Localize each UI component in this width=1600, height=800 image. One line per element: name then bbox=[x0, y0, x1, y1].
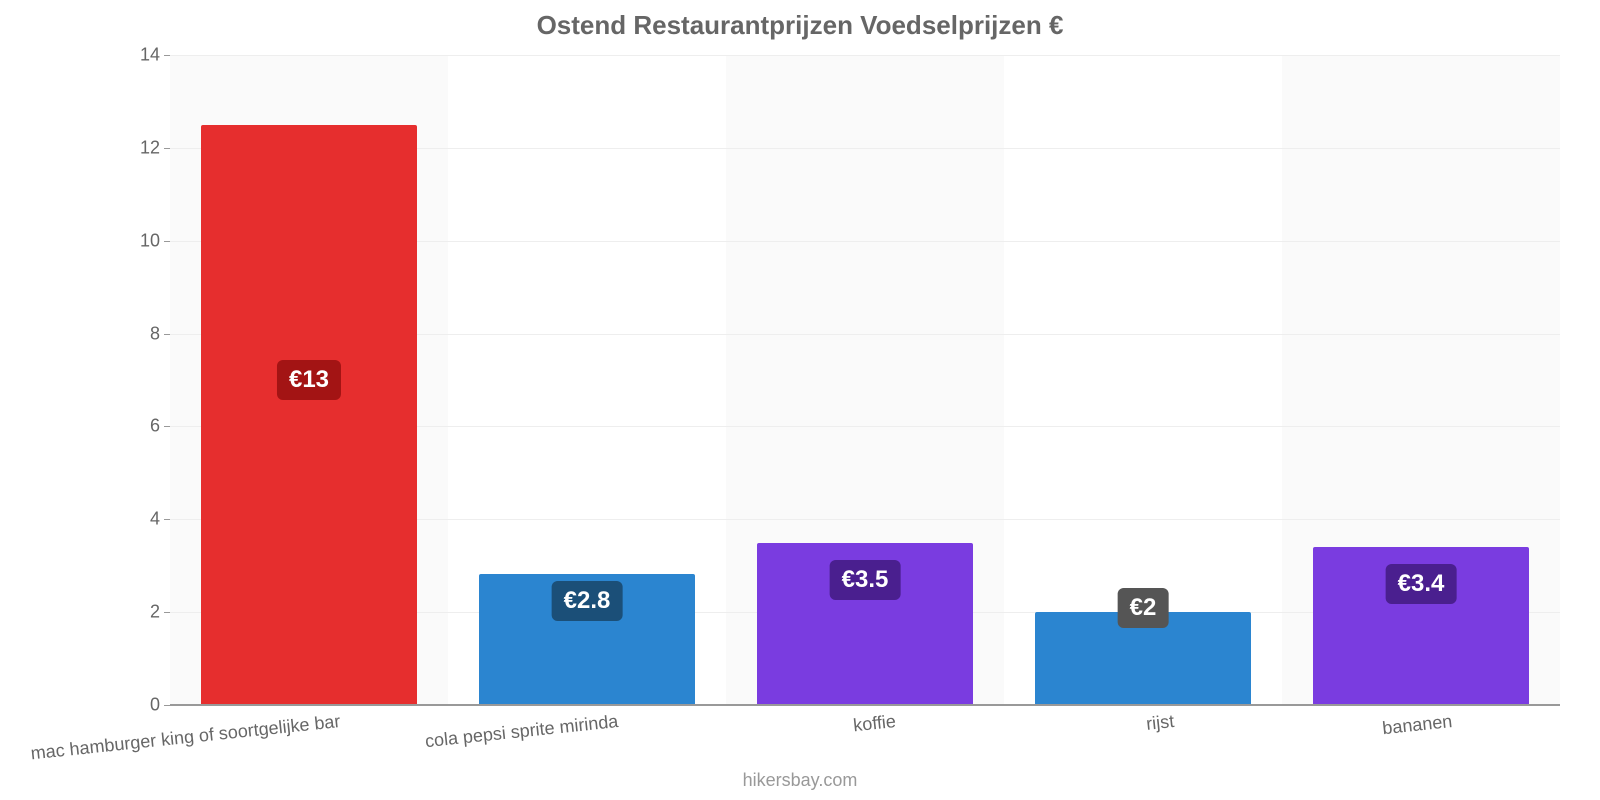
x-tick-label: mac hamburger king of soortgelijke bar bbox=[30, 711, 342, 764]
x-tick-label: rijst bbox=[1145, 711, 1175, 735]
y-tick-mark bbox=[164, 241, 170, 242]
chart-title: Ostend Restaurantprijzen Voedselprijzen … bbox=[0, 10, 1600, 41]
x-axis-line bbox=[170, 704, 1560, 706]
x-tick-label: koffie bbox=[852, 711, 897, 736]
chart-caption: hikersbay.com bbox=[0, 770, 1600, 791]
y-tick-mark bbox=[164, 612, 170, 613]
value-badge: €3.4 bbox=[1386, 564, 1457, 604]
value-badge: €2.8 bbox=[552, 581, 623, 621]
x-tick-label: bananen bbox=[1381, 711, 1453, 739]
price-bar-chart: Ostend Restaurantprijzen Voedselprijzen … bbox=[0, 0, 1600, 800]
y-tick-mark bbox=[164, 519, 170, 520]
value-badge: €13 bbox=[277, 360, 341, 400]
plot-area: 02468101214€13mac hamburger king of soor… bbox=[170, 55, 1560, 705]
y-tick-mark bbox=[164, 148, 170, 149]
value-badge: €3.5 bbox=[830, 560, 901, 600]
grid-line bbox=[170, 55, 1560, 56]
y-tick-mark bbox=[164, 55, 170, 56]
x-tick-label: cola pepsi sprite mirinda bbox=[424, 711, 619, 752]
y-tick-mark bbox=[164, 426, 170, 427]
value-badge: €2 bbox=[1118, 588, 1169, 628]
bar bbox=[201, 125, 418, 705]
y-tick-mark bbox=[164, 334, 170, 335]
